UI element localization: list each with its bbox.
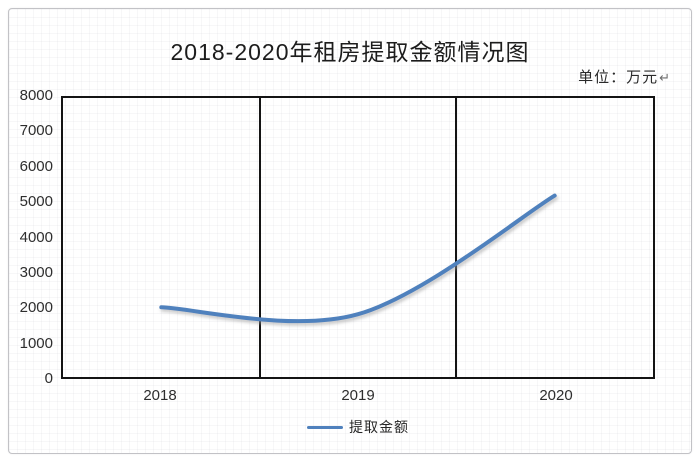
series-line-chart: [159, 193, 557, 324]
category-divider-line: [455, 98, 458, 377]
y-tick-label: 4000: [19, 228, 53, 246]
x-tick-label: 2020: [539, 387, 573, 404]
legend-line-icon: [307, 425, 343, 429]
chart-title: 2018-2020年租房提取金额情况图: [170, 39, 530, 65]
category-divider-line: [258, 98, 261, 377]
y-tick-label: 2000: [19, 299, 53, 317]
unit-label: 单位：万元↵: [578, 66, 671, 87]
y-tick-label: 8000: [19, 87, 53, 104]
y-tick-label: 5000: [19, 193, 53, 211]
soft-return-mark-icon: ↵: [659, 70, 671, 85]
x-tick-label: 2019: [341, 387, 375, 404]
chart-frame: 2018-2020年租房提取金额情况图 单位：万元↵ 0 1000 2000 3000…: [8, 8, 692, 454]
y-tick-label: 6000: [19, 157, 53, 175]
y-tick-label: 7000: [19, 122, 53, 140]
y-tick-label: 0: [44, 370, 53, 387]
legend: 提取金额: [61, 417, 655, 437]
y-tick-label: 3000: [19, 263, 53, 281]
x-tick-label: 2018: [143, 387, 177, 404]
legend-label: 提取金额: [349, 419, 409, 435]
series-line-path: [159, 193, 557, 324]
plot-area: [61, 96, 655, 379]
y-tick-label: 1000: [19, 334, 53, 352]
unit-label-text: 单位：万元: [578, 69, 659, 86]
